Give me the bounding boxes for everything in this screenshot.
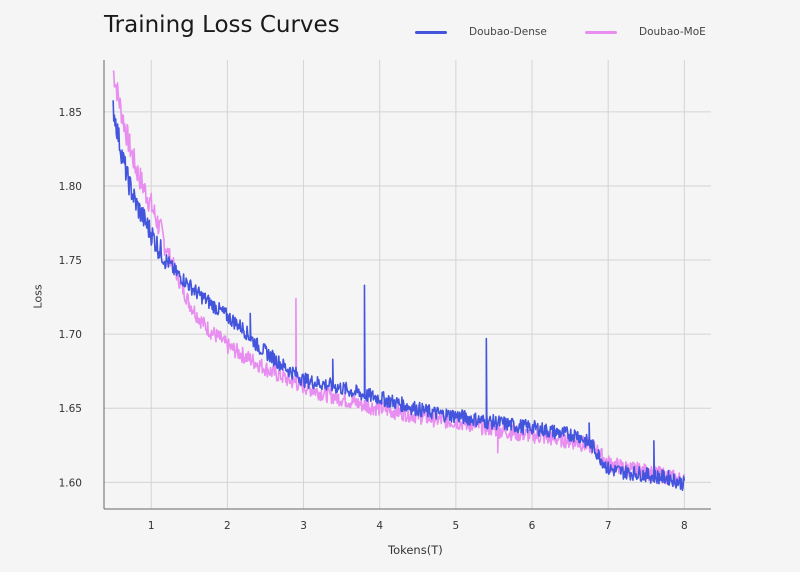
- legend-item-moe: Doubao-MoE: [585, 26, 706, 38]
- legend-swatch-dense: [415, 30, 447, 34]
- x-axis-label: Tokens(T): [388, 543, 443, 557]
- chart-title: Training Loss Curves: [104, 12, 340, 38]
- series-line-dense: [112, 100, 686, 492]
- legend-item-dense: Doubao-Dense: [415, 26, 547, 38]
- x-tick-label: 7: [605, 520, 612, 532]
- legend-label-moe: Doubao-MoE: [639, 26, 706, 38]
- x-tick-label: 6: [529, 520, 536, 532]
- x-tick-label: 1: [148, 520, 155, 532]
- series-line-moe: [112, 70, 686, 490]
- x-tick-label: 2: [224, 520, 231, 532]
- y-tick-label: 1.75: [59, 255, 82, 267]
- y-tick-label: 1.65: [59, 403, 82, 415]
- x-tick-label: 4: [376, 520, 383, 532]
- y-tick-label: 1.70: [59, 329, 82, 341]
- y-tick-label: 1.85: [59, 107, 82, 119]
- x-tick-label: 3: [300, 520, 307, 532]
- legend-label-dense: Doubao-Dense: [469, 26, 547, 38]
- y-tick-label: 1.60: [59, 477, 82, 489]
- y-tick-label: 1.80: [59, 181, 82, 193]
- x-tick-label: 8: [681, 520, 688, 532]
- x-tick-label: 5: [453, 520, 460, 532]
- legend-swatch-moe: [585, 30, 617, 34]
